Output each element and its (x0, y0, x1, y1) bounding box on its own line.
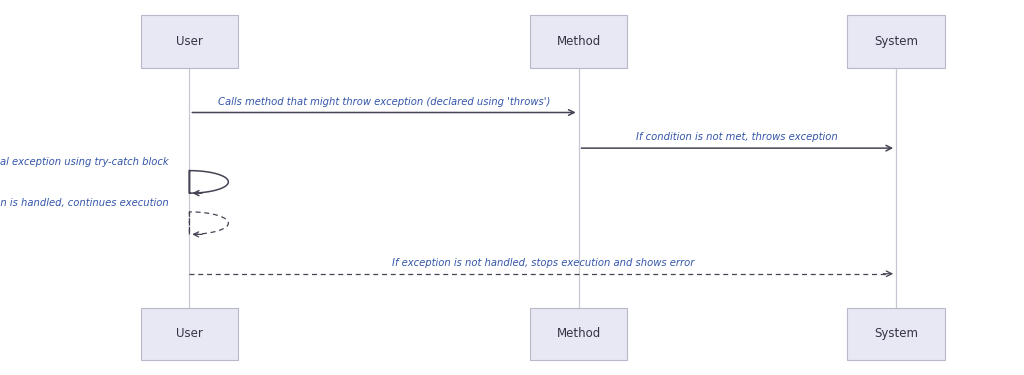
Text: User: User (176, 327, 203, 340)
Text: If exception is handled, continues execution: If exception is handled, continues execu… (0, 198, 169, 208)
Text: Method: Method (556, 35, 601, 48)
Text: If condition is not met, throws exception: If condition is not met, throws exceptio… (636, 132, 839, 142)
Bar (530, 15, 627, 68)
Bar (848, 308, 944, 360)
Text: Calls method that might throw exception (declared using 'throws'): Calls method that might throw exception … (218, 97, 550, 107)
Bar (141, 15, 238, 68)
Text: System: System (874, 35, 918, 48)
Text: Must handle potential exception using try-catch block: Must handle potential exception using tr… (0, 157, 169, 167)
Text: If exception is not handled, stops execution and shows error: If exception is not handled, stops execu… (391, 258, 694, 268)
Text: Method: Method (556, 327, 601, 340)
Bar (530, 308, 627, 360)
Text: System: System (874, 327, 918, 340)
Text: User: User (176, 35, 203, 48)
Bar (141, 308, 238, 360)
Bar (848, 15, 944, 68)
